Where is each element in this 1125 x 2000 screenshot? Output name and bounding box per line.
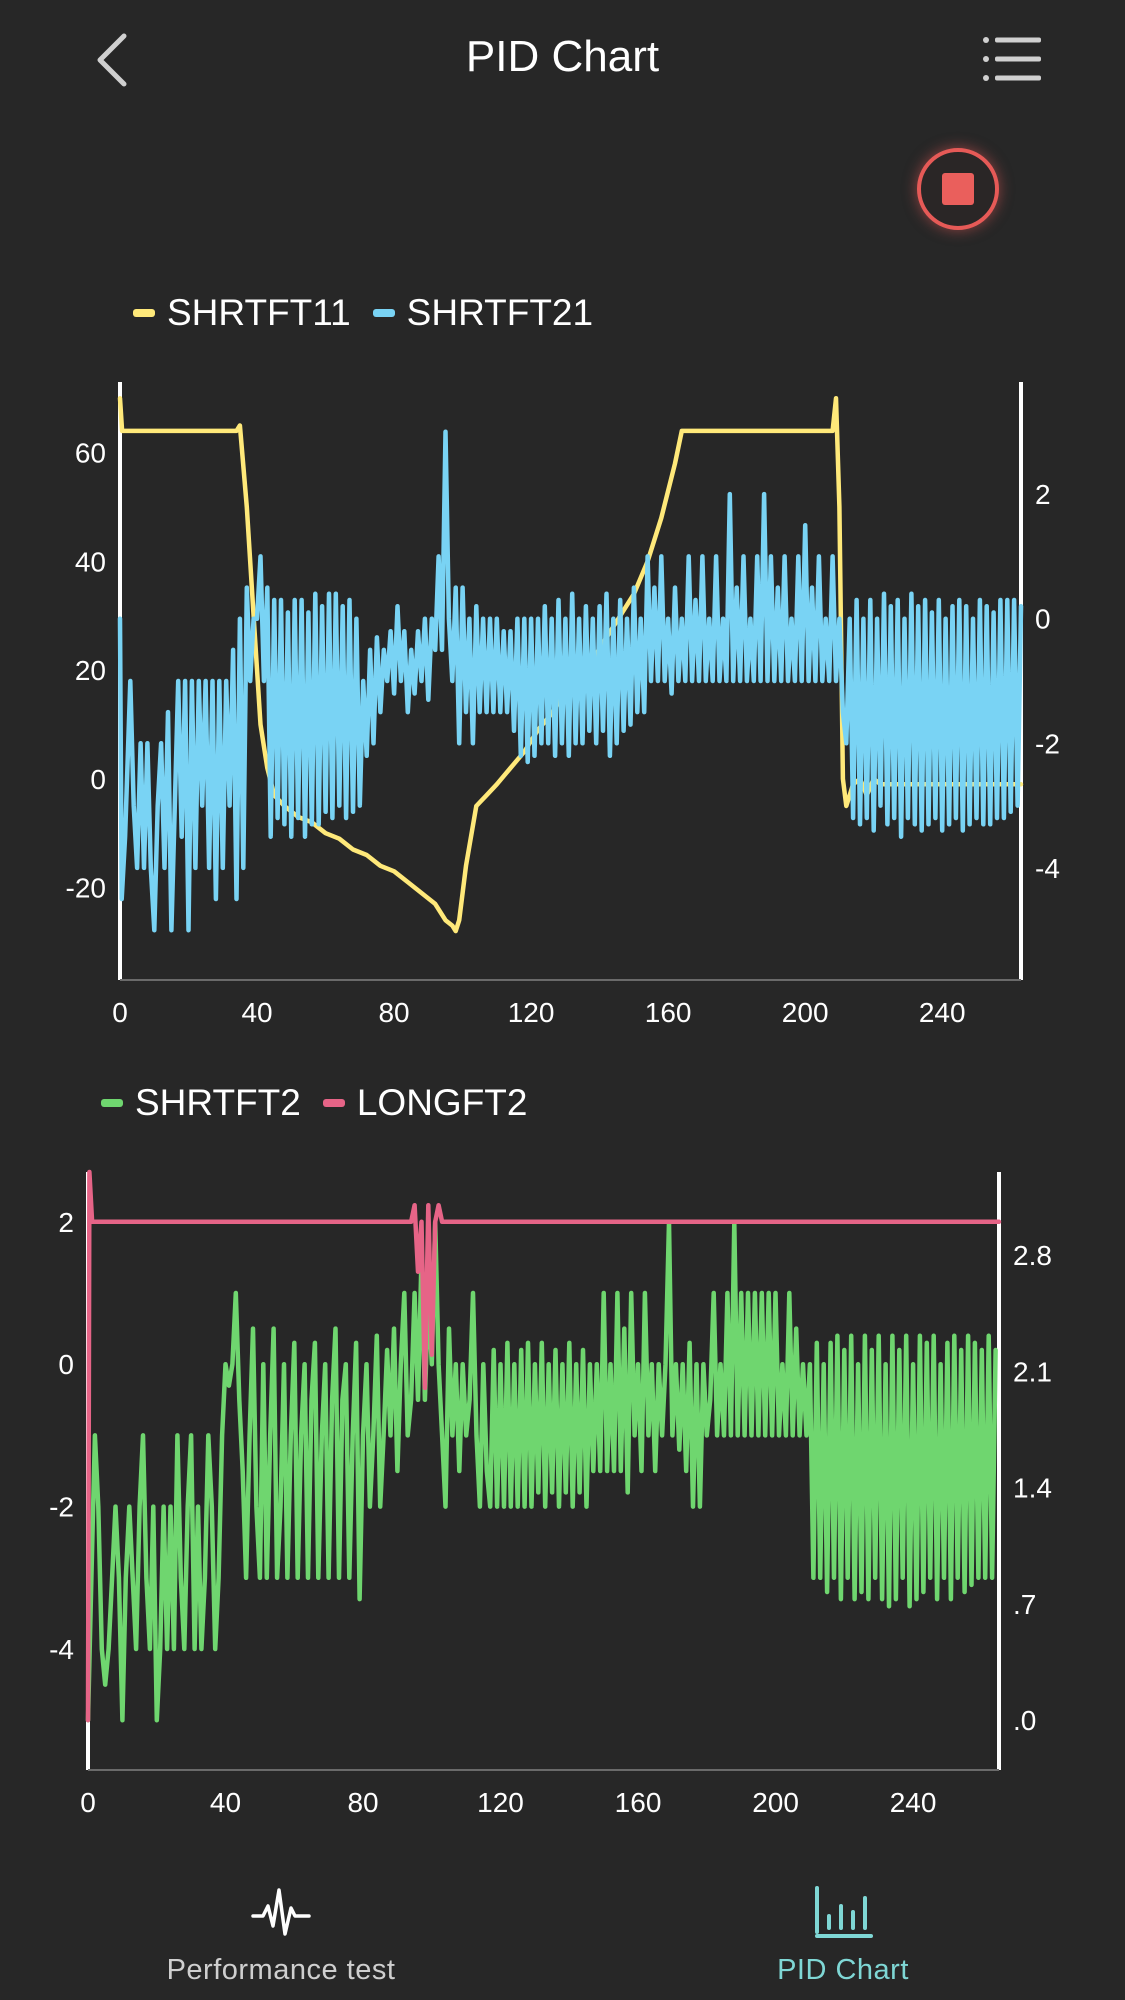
y-right-tick-label: 2	[1035, 479, 1051, 510]
pid-chart-2[interactable]: 0 40 80 120 160 200 240 2 0 -2 -4 2.8 2.1 1.4 .7 .0	[0, 1160, 1125, 1820]
back-button[interactable]	[88, 30, 138, 90]
x-tick-label: 200	[782, 997, 829, 1028]
legend-swatch	[372, 309, 395, 317]
x-tick-label: 160	[615, 1787, 662, 1818]
y-right-tick-label: -4	[1035, 853, 1060, 884]
page-title: PID Chart	[465, 32, 660, 81]
tab-pid-chart[interactable]: PID Chart	[643, 1860, 1043, 2000]
y-right-tick-label: .7	[1013, 1589, 1036, 1620]
legend-swatch	[322, 1099, 345, 1107]
x-tick-label: 0	[112, 997, 128, 1028]
x-tick-label: 0	[80, 1787, 96, 1818]
bar-chart-icon	[815, 1886, 873, 1938]
legend-item-shrtft21[interactable]: SHRTFT21	[372, 292, 594, 334]
menu-button[interactable]	[982, 34, 1044, 84]
x-tick-label: 240	[890, 1787, 937, 1818]
y-left-tick-label: 0	[90, 764, 106, 795]
x-tick-label: 40	[210, 1787, 241, 1818]
x-tick-label: 120	[508, 997, 555, 1028]
tab-label: Performance test	[166, 1954, 396, 1986]
y-right-tick-label: 2.8	[1013, 1240, 1052, 1271]
legend-item-shrtft11[interactable]: SHRTFT11	[133, 292, 351, 334]
chart1-legend: SHRTFT11 SHRTFT21	[133, 292, 615, 334]
tab-label: PID Chart	[777, 1954, 909, 1986]
y-left-tick-label: 0	[58, 1349, 74, 1380]
y-right-tick-label: -2	[1035, 728, 1060, 759]
series-line-shrtft2	[85, 1219, 998, 1723]
y-left-tick-label: -2	[49, 1492, 74, 1523]
list-menu-icon	[983, 37, 1041, 81]
legend-swatch	[101, 1099, 123, 1107]
y-right-tick-label: 2.1	[1013, 1356, 1052, 1387]
y-right-tick-label: 1.4	[1013, 1473, 1052, 1504]
stop-recording-button[interactable]	[917, 148, 999, 230]
legend-label: SHRTFT2	[135, 1082, 301, 1123]
y-left-tick-label: 20	[75, 655, 106, 686]
series-line-shrtft21	[117, 429, 1024, 933]
y-right-tick-label: .0	[1013, 1705, 1036, 1736]
tab-performance-test[interactable]: Performance test	[81, 1860, 481, 2000]
heartbeat-pulse-icon	[251, 1888, 311, 1936]
chevron-left-icon	[97, 33, 127, 87]
legend-label: SHRTFT11	[167, 292, 351, 333]
x-tick-label: 200	[752, 1787, 799, 1818]
legend-swatch	[133, 309, 155, 317]
x-tick-label: 160	[645, 997, 692, 1028]
y-right-tick-label: 0	[1035, 604, 1051, 635]
tab-bar: Performance test PID Chart	[0, 1860, 1125, 2000]
x-tick-label: 80	[378, 997, 409, 1028]
y-left-tick-label: -4	[49, 1634, 74, 1665]
series-line-longft2	[85, 1169, 1002, 1723]
stop-icon	[942, 173, 974, 205]
x-tick-label: 40	[241, 997, 272, 1028]
legend-label: SHRTFT21	[406, 292, 594, 333]
x-tick-label: 120	[477, 1787, 524, 1818]
chart2-legend: SHRTFT2 LONGFT2	[101, 1082, 549, 1124]
legend-label: LONGFT2	[356, 1082, 528, 1123]
nav-bar: PID Chart	[0, 0, 1125, 120]
y-left-tick-label: 40	[75, 546, 106, 577]
legend-item-shrtft2[interactable]: SHRTFT2	[101, 1082, 301, 1124]
x-tick-label: 80	[347, 1787, 378, 1818]
x-tick-label: 240	[919, 997, 966, 1028]
legend-item-longft2[interactable]: LONGFT2	[322, 1082, 528, 1124]
y-left-tick-label: 60	[75, 438, 106, 469]
y-left-tick-label: 2	[58, 1207, 74, 1238]
y-left-tick-label: -20	[66, 873, 106, 904]
